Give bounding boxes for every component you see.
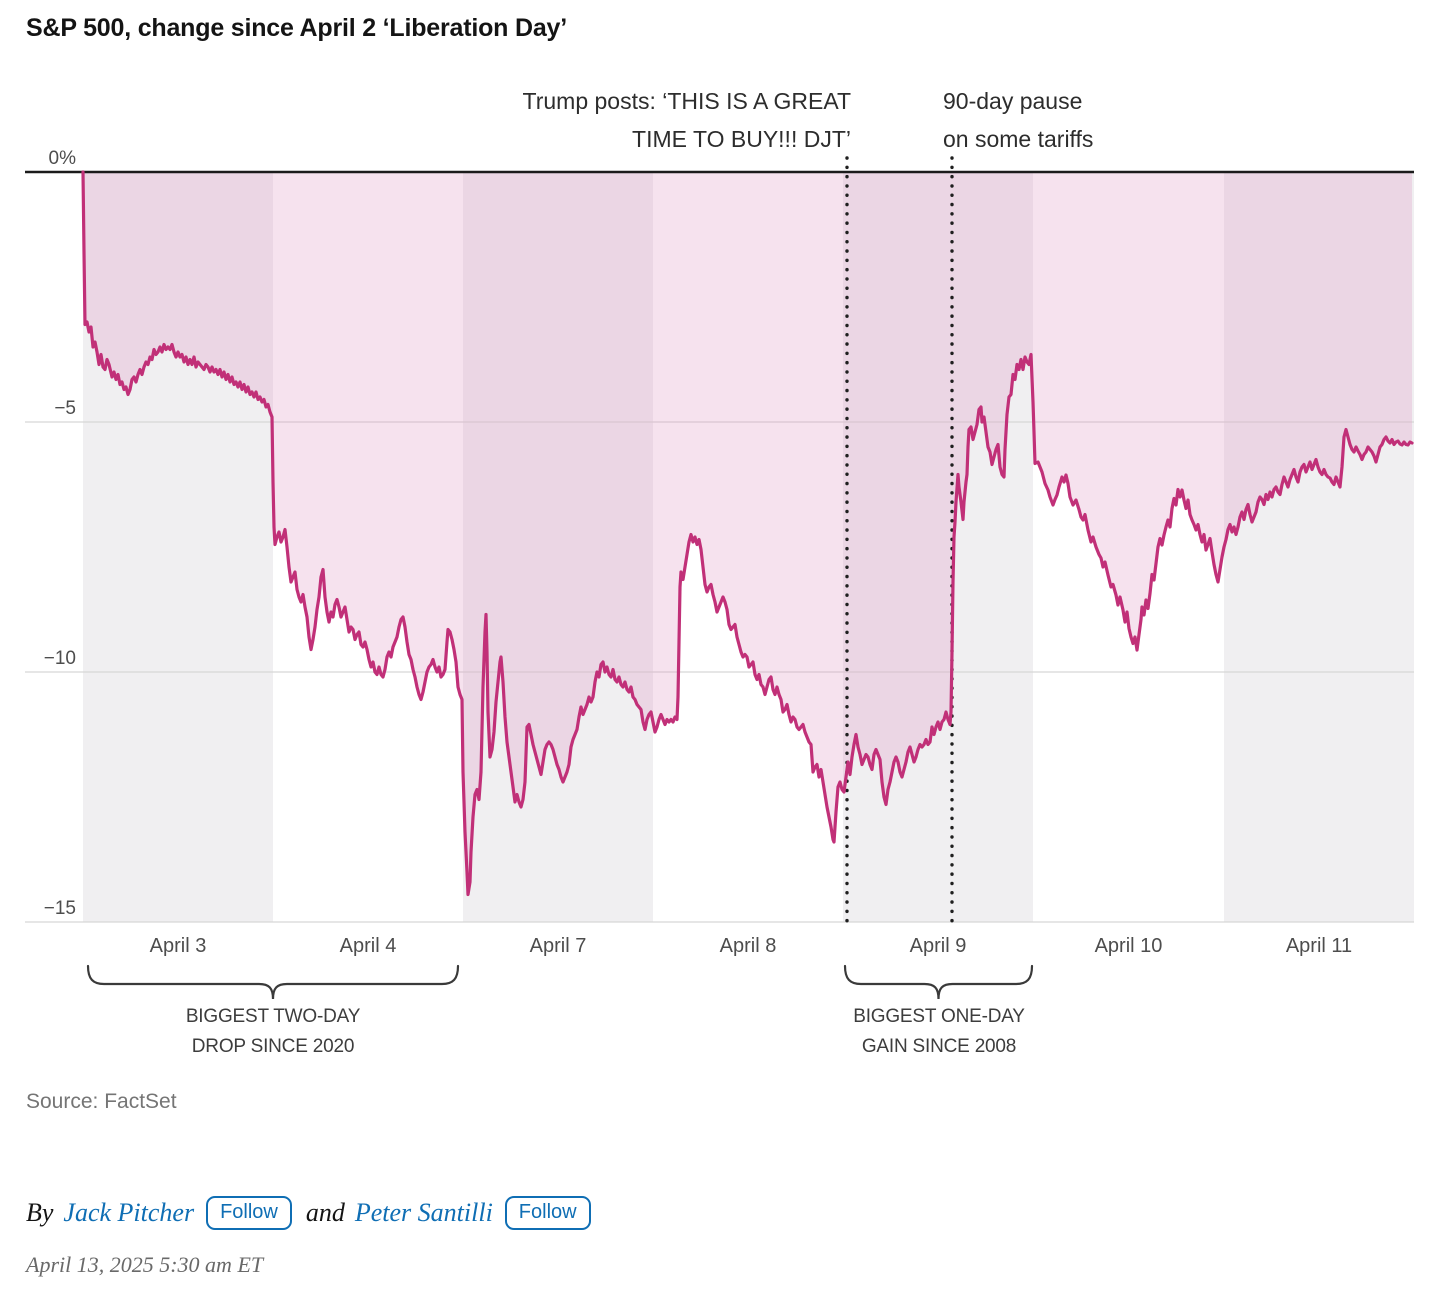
- x-tick-label: April 7: [530, 935, 587, 957]
- day-band: [1224, 172, 1414, 922]
- brace-label-one-day-gain: BIGGEST ONE-DAY GAIN SINCE 2008: [853, 1002, 1025, 1062]
- brace-label-one-day-gain-line1: BIGGEST ONE-DAY: [853, 1006, 1025, 1027]
- annotation-90day-pause-line1: 90-day pause: [943, 88, 1083, 114]
- y-tick-label: −15: [44, 898, 76, 919]
- annotation-trump-post: Trump posts: ‘THIS IS A GREAT TIME TO BU…: [523, 82, 851, 158]
- article-timestamp: April 13, 2025 5:30 am ET: [26, 1252, 264, 1277]
- follow-button-jack-pitcher[interactable]: Follow: [206, 1196, 292, 1230]
- follow-button-peter-santilli[interactable]: Follow: [504, 1196, 591, 1230]
- x-tick-label: April 10: [1095, 935, 1163, 957]
- source-note: Source: FactSet: [26, 1090, 177, 1113]
- annotation-90day-pause: 90-day pause on some tariffs: [943, 82, 1093, 158]
- x-tick-label: April 8: [720, 935, 777, 957]
- brace-label-one-day-gain-line2: GAIN SINCE 2008: [861, 1036, 1017, 1057]
- brace: [86, 964, 460, 1000]
- chart-title: S&P 500, change since April 2 ‘Liberatio…: [26, 14, 567, 42]
- y-tick-label: −10: [44, 648, 76, 669]
- byline-prefix: By: [26, 1198, 54, 1227]
- area-fill: [83, 172, 1412, 895]
- byline-conjunction: and: [305, 1198, 345, 1227]
- author-link-peter-santilli[interactable]: Peter Santilli: [354, 1198, 493, 1227]
- day-band: [463, 172, 653, 922]
- brace: [843, 964, 1034, 1000]
- byline: By Jack Pitcher Follow and Peter Santill…: [26, 1196, 605, 1230]
- x-tick-label: April 11: [1286, 935, 1352, 957]
- annotation-trump-post-line2: TIME TO BUY!!! DJT’: [632, 126, 851, 152]
- brace-label-two-day-drop: BIGGEST TWO-DAY DROP SINCE 2020: [185, 1002, 361, 1062]
- day-band: [83, 172, 273, 922]
- price-line: [81, 170, 1414, 897]
- annotation-trump-post-line1: Trump posts: ‘THIS IS A GREAT: [522, 88, 851, 114]
- annotation-90day-pause-line2: on some tariffs: [943, 126, 1094, 152]
- chart-canvas: 0% −5 −10 −15 April 3 April 4 April 7 April 8 Ap…: [25, 148, 1414, 1000]
- x-tick-label: April 3: [150, 935, 207, 957]
- brace-label-two-day-drop-line2: DROP SINCE 2020: [191, 1036, 355, 1057]
- author-link-jack-pitcher[interactable]: Jack Pitcher: [63, 1198, 195, 1227]
- x-tick-label: April 4: [340, 935, 397, 957]
- x-tick-label: April 9: [910, 935, 967, 957]
- y-tick-label: −5: [54, 398, 76, 419]
- day-band: [843, 172, 1033, 922]
- y-tick-label: 0%: [49, 148, 77, 169]
- brace-label-two-day-drop-line1: BIGGEST TWO-DAY: [185, 1006, 361, 1027]
